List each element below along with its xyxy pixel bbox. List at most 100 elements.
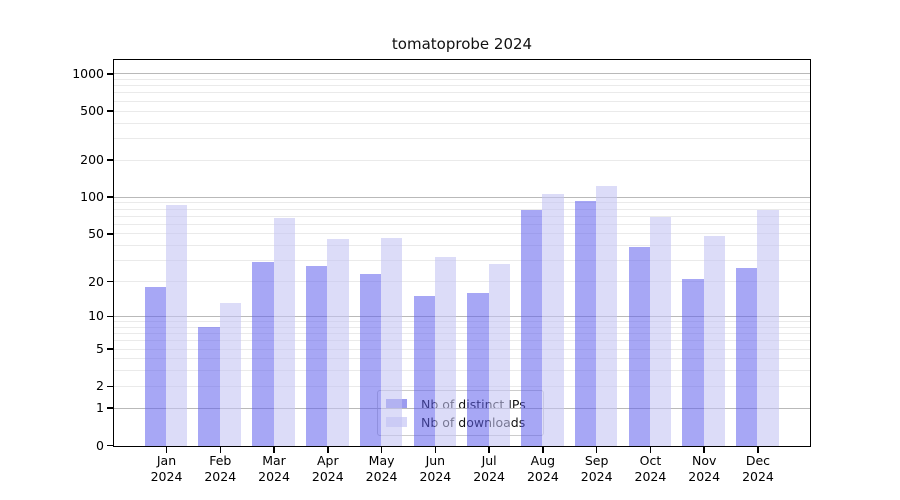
x-axis-label: May 2024 (350, 453, 414, 484)
bar-downloads-jul (488, 263, 510, 446)
gridline-minor (114, 159, 810, 161)
x-axis-tick (595, 446, 598, 453)
x-axis-label: Dec 2024 (726, 453, 790, 484)
bar-downloads-nov (703, 235, 725, 446)
x-axis-label-year: 2024 (311, 468, 344, 484)
y-axis-tick (107, 280, 114, 283)
y-axis-tick (107, 385, 114, 388)
bar-distinct-ips-aug (521, 209, 543, 446)
bar-downloads-jan (166, 205, 188, 446)
bar-distinct-ips-apr (306, 265, 328, 446)
y-axis-tick (107, 233, 114, 235)
y-axis-tick (107, 159, 114, 161)
x-axis-label-year: 2024 (473, 468, 506, 484)
gridline-minor (114, 215, 810, 217)
x-axis-label: Nov 2024 (672, 453, 736, 484)
x-axis-label-month: Oct (639, 453, 662, 468)
gridline-minor (114, 202, 810, 204)
x-axis-label-year: 2024 (526, 468, 559, 484)
gridline-major (114, 407, 810, 409)
gridline-minor (114, 340, 810, 342)
gridline-minor (114, 358, 810, 360)
x-axis-tick (165, 446, 168, 453)
x-axis-label: Jan 2024 (135, 453, 199, 484)
gridline-minor (114, 326, 810, 328)
bar-downloads-mar (273, 217, 295, 446)
x-axis-label-year: 2024 (419, 468, 452, 484)
gridline-minor (114, 245, 810, 247)
chart-title: tomatoprobe 2024 (391, 35, 533, 53)
x-axis-label-month: Jan (156, 453, 177, 468)
y-axis-tick (107, 196, 114, 198)
x-axis-label-month: Feb (209, 453, 232, 468)
y-axis-tick (107, 73, 114, 75)
gridline-minor (114, 281, 810, 283)
y-axis-label: 100 (80, 189, 104, 205)
gridline-minor (114, 78, 810, 80)
bar-downloads-dec (757, 209, 779, 446)
x-axis-tick (273, 446, 275, 453)
x-axis-label-month: May (368, 453, 395, 468)
gridline-minor (114, 223, 810, 225)
gridline-minor (114, 122, 810, 124)
bar-distinct-ips-jul (467, 292, 489, 446)
x-axis-tick (649, 446, 652, 453)
gridline-minor (114, 370, 810, 372)
y-axis-tick (107, 407, 114, 409)
x-axis-tick (488, 446, 490, 453)
bar-distinct-ips-sep (574, 201, 597, 446)
gridline-major (114, 73, 810, 75)
bar-distinct-ips-may (359, 274, 382, 446)
x-axis-label: Sep 2024 (565, 453, 629, 484)
y-axis-label: 2 (96, 378, 104, 394)
x-axis-label-month: Jun (425, 453, 446, 468)
gridline-minor (114, 110, 810, 112)
bar-downloads-sep (596, 185, 618, 446)
x-axis-label-month: Jul (481, 453, 497, 468)
x-axis-tick (380, 446, 383, 453)
x-axis-label: Jun 2024 (403, 453, 467, 484)
x-axis-tick (757, 446, 759, 453)
gridline-minor (114, 92, 810, 94)
x-axis-label: Oct 2024 (618, 453, 682, 484)
y-axis-tick (107, 110, 114, 112)
gridline-minor (114, 100, 810, 102)
bar-downloads-apr (327, 239, 349, 446)
x-axis-label-month: Nov (691, 453, 717, 468)
x-axis-label-year: 2024 (580, 468, 613, 484)
x-axis-label-month: Mar (262, 453, 286, 468)
x-axis-tick (434, 446, 437, 453)
gridline-minor (114, 85, 810, 87)
x-axis-label-month: Apr (316, 453, 339, 468)
bar-downloads-feb (219, 303, 242, 446)
bar-downloads-oct (649, 217, 672, 446)
gridline-major (114, 196, 810, 198)
bar-distinct-ips-jan (144, 286, 166, 446)
bar-downloads-may (381, 237, 403, 446)
x-axis-tick (327, 446, 329, 453)
gridline-major (114, 315, 810, 317)
x-axis-label-year: 2024 (688, 468, 721, 484)
gridline-minor (114, 385, 810, 387)
x-axis-label-month: Dec (745, 453, 771, 468)
gridline-minor (114, 321, 810, 323)
x-axis-label-month: Aug (530, 453, 556, 468)
legend-item-distinct-ips: Nb of distinct IPs (386, 396, 535, 412)
bar-distinct-ips-feb (198, 326, 220, 446)
gridline-minor (114, 208, 810, 210)
y-axis-label: 50 (88, 225, 104, 241)
x-axis-label-year: 2024 (204, 468, 237, 484)
y-axis-label: 500 (80, 103, 104, 119)
legend-item-downloads: Nb of downloads (386, 414, 535, 430)
x-axis-tick (703, 446, 705, 453)
y-axis-label: 1 (96, 400, 104, 416)
x-axis-tick (219, 446, 222, 453)
bar-downloads-aug (542, 193, 564, 446)
y-axis-tick (107, 444, 114, 447)
x-axis-label-year: 2024 (258, 468, 290, 484)
x-axis-label: Mar 2024 (242, 453, 306, 484)
x-axis-label-year: 2024 (150, 468, 183, 484)
x-axis-label-year: 2024 (634, 468, 667, 484)
y-axis-label: 20 (88, 273, 104, 289)
